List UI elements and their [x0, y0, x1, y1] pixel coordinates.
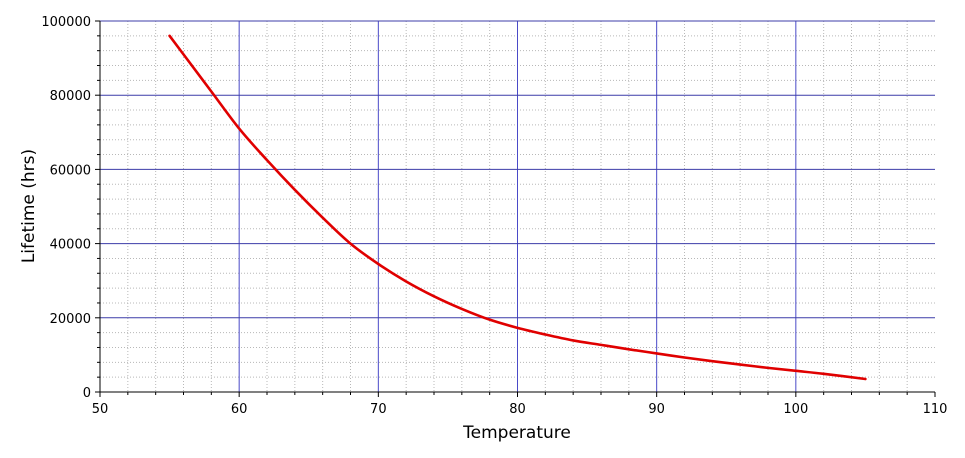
y-tick-label: 40000	[50, 238, 91, 253]
y-tick-label: 0	[83, 386, 91, 401]
x-tick-label: 70	[370, 402, 387, 417]
x-tick-label: 100	[783, 402, 808, 417]
y-tick-labels: 0 20000 40000 60000 80000 100000	[41, 15, 91, 401]
x-tick-label: 90	[648, 402, 665, 417]
y-axis-title: Lifetime (hrs)	[19, 149, 39, 263]
x-axis-title: Temperature	[462, 423, 571, 443]
series-line-lifetime	[168, 34, 867, 381]
x-tick-label: 110	[923, 402, 948, 417]
x-tick-label: 60	[231, 402, 248, 417]
x-tick-label: 80	[509, 402, 526, 417]
x-tick-label: 50	[92, 402, 109, 417]
major-grid	[100, 20, 935, 392]
x-tick-labels: 50 60 70 80 90 100 110	[92, 402, 948, 417]
y-tick-label: 20000	[50, 312, 91, 327]
y-tick-label: 100000	[41, 15, 91, 30]
y-tick-label: 80000	[50, 89, 91, 104]
y-tick-label: 60000	[50, 163, 91, 178]
axes	[95, 20, 936, 397]
series-layer	[168, 34, 867, 381]
